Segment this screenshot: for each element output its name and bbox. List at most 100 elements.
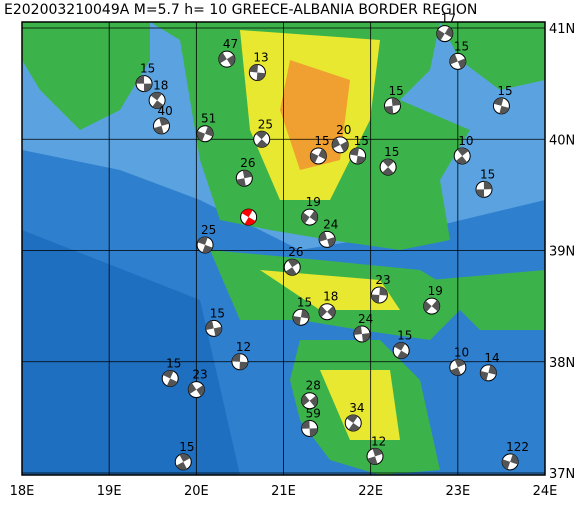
beachball-compression: [231, 353, 248, 370]
beachball-compression: [241, 209, 256, 226]
focal-mechanism: [301, 420, 319, 437]
depth-label: 15: [210, 306, 225, 320]
focal-mechanism: [344, 414, 362, 432]
beachball-compression: [150, 92, 164, 109]
depth-label: 15: [388, 84, 403, 98]
depth-label: 19: [428, 284, 443, 298]
depth-label: 122: [506, 440, 529, 454]
depth-label: 24: [323, 217, 338, 231]
focal-mechanism: [366, 447, 384, 465]
depth-label: 23: [192, 368, 207, 382]
lat-tick-label: 37N: [549, 467, 575, 482]
focal-mechanism: [161, 369, 179, 387]
depth-label: 15: [179, 440, 194, 454]
lon-tick-label: 20E: [184, 484, 209, 499]
depth-label: 18: [323, 290, 338, 304]
lat-tick-label: 41N: [549, 22, 575, 37]
depth-label: 59: [306, 407, 321, 421]
focal-mechanism: [253, 130, 271, 148]
lon-tick-label: 23E: [445, 484, 470, 499]
events: 1518405147132526152015151517151510151924…: [135, 12, 529, 471]
depth-label: 15: [354, 134, 369, 148]
depth-label: 18: [153, 78, 168, 92]
depth-label: 25: [201, 223, 216, 237]
map-title: E202003210049A M=5.7 h= 10 GREECE-ALBANI…: [4, 2, 477, 18]
depth-label: 12: [236, 340, 251, 354]
beachball-compression: [301, 210, 318, 224]
depth-label: 19: [306, 195, 321, 209]
beachball-compression: [188, 382, 205, 397]
focal-mechanism: [392, 342, 410, 360]
depth-label: 15: [497, 84, 512, 98]
focal-mechanism: [135, 75, 153, 93]
beachball-compression: [285, 259, 299, 276]
depth-label: 26: [288, 245, 303, 259]
focal-mechanism: [501, 453, 519, 471]
lon-tick-label: 24E: [533, 484, 558, 499]
depth-label: 15: [480, 167, 495, 181]
focal-mechanism: [196, 125, 214, 143]
focal-mechanism: [383, 97, 401, 115]
beachball-compression: [301, 420, 318, 437]
focal-mechanism: [301, 392, 319, 410]
focal-mechanism: [309, 147, 327, 165]
beachball-compression: [346, 414, 360, 431]
focal-mechanism: [283, 258, 301, 276]
beachball-compression: [255, 131, 268, 148]
focal-mechanism: [353, 325, 371, 343]
depth-label: 25: [258, 117, 273, 131]
focal-mechanism: [449, 52, 467, 70]
focal-mechanism: [453, 147, 471, 165]
lon-tick-label: 19E: [97, 484, 122, 499]
focal-mechanism: [349, 147, 367, 165]
depth-label: 14: [484, 351, 499, 365]
beachball-compression: [197, 126, 214, 142]
lon-tick-label: 22E: [358, 484, 383, 499]
focal-mechanism: [475, 180, 493, 198]
lat-tick-label: 38N: [549, 356, 575, 371]
depth-label: 15: [314, 134, 329, 148]
beachball-compression: [162, 370, 178, 387]
focal-mechanism: [148, 91, 166, 109]
beachball-compression: [436, 26, 453, 41]
focal-mechanism: [379, 158, 397, 176]
lon-tick-label: 21E: [271, 484, 296, 499]
depth-label: 13: [253, 51, 268, 65]
beachball-compression: [384, 97, 401, 114]
focal-mechanism: [436, 25, 454, 43]
focal-mechanism: [301, 208, 319, 226]
focal-mechanism: [449, 358, 467, 376]
beachball-compression: [176, 453, 191, 470]
depth-label: 28: [306, 379, 321, 393]
lat-tick-label: 40N: [549, 133, 575, 148]
depth-label: 47: [223, 37, 238, 51]
depth-label: 34: [349, 401, 364, 415]
focal-mechanism: [240, 208, 258, 226]
map-frame: [21, 21, 546, 476]
beachball-compression: [394, 342, 409, 359]
focal-mechanism: [318, 303, 336, 321]
depth-label: 20: [336, 123, 351, 137]
depth-label: 10: [454, 345, 469, 359]
beachball-compression: [136, 75, 153, 92]
focal-mechanism: [196, 236, 214, 254]
depth-label: 10: [458, 134, 473, 148]
beachball-compression: [310, 148, 327, 164]
beachball-compression: [502, 454, 519, 470]
beachball-compression: [423, 300, 440, 313]
lat-tick-label: 39N: [549, 245, 575, 260]
focal-mechanism: [331, 136, 349, 154]
focal-mechanism: [174, 453, 192, 471]
beachball-compression: [218, 52, 235, 66]
focal-mechanism: [205, 319, 223, 337]
beachball-compression: [292, 309, 309, 326]
focal-mechanism: [318, 230, 336, 248]
beachball-compression: [319, 231, 336, 248]
beachball-compression: [205, 320, 222, 337]
focal-mechanism: [218, 50, 236, 68]
focal-mechanism: [492, 97, 510, 115]
beachball-compression: [480, 365, 497, 381]
beachball-compression: [349, 147, 366, 164]
depth-label: 26: [240, 156, 255, 170]
